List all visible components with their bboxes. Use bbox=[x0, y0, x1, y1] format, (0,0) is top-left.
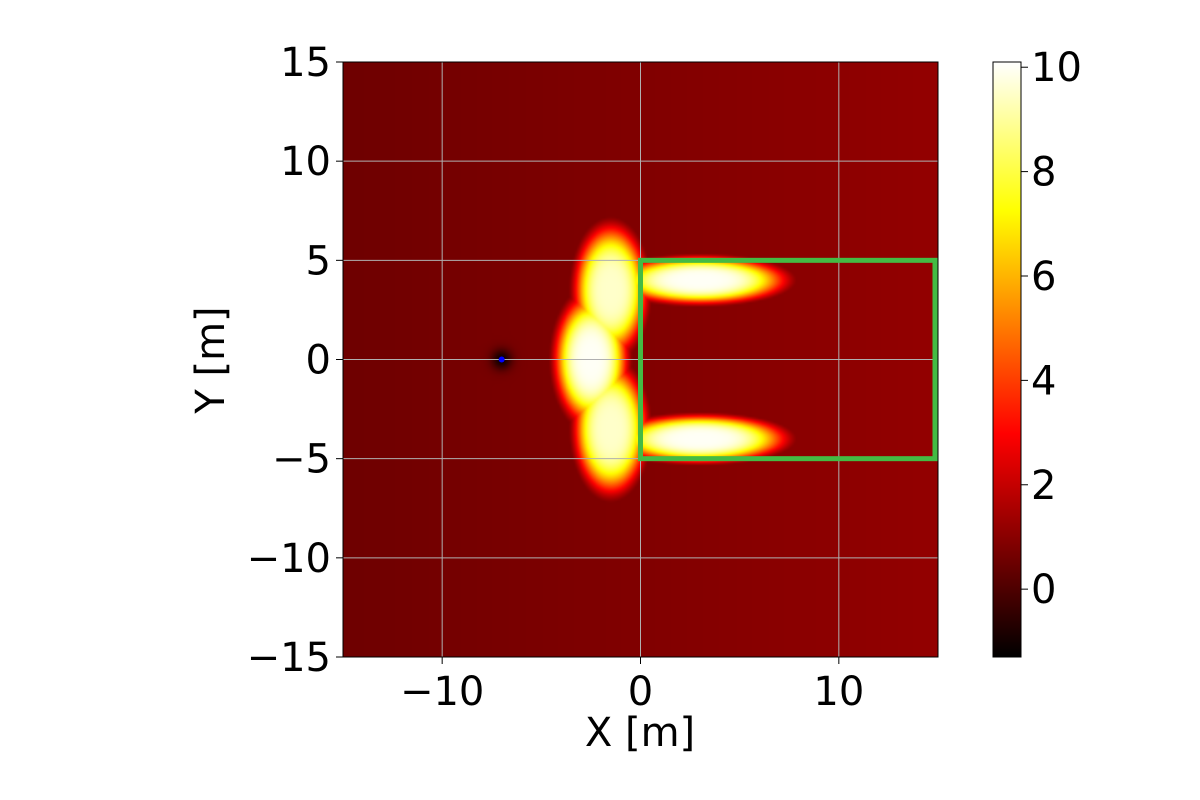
y-tick-label: 10 bbox=[280, 139, 331, 185]
x-axis-label: X [m] bbox=[585, 710, 695, 756]
y-tick-label: 15 bbox=[280, 40, 331, 86]
y-tick-label: −5 bbox=[272, 437, 331, 483]
y-tick-label: 5 bbox=[306, 238, 331, 284]
y-tick-label: −15 bbox=[247, 635, 331, 681]
region-rectangle bbox=[638, 257, 938, 462]
x-axis-ticks: −10 0 10 bbox=[400, 657, 864, 715]
x-tick-label: 10 bbox=[813, 669, 864, 715]
y-tick-label: 0 bbox=[306, 338, 331, 384]
colorbar-ticks: 0 2 4 6 8 10 bbox=[1021, 45, 1082, 613]
colorbar-tick-label: 10 bbox=[1031, 45, 1082, 91]
colorbar-gradient bbox=[992, 61, 1022, 658]
colorbar: 0 2 4 6 8 10 bbox=[992, 45, 1082, 658]
y-axis-ticks: −15 −10 −5 0 5 10 15 bbox=[247, 40, 343, 681]
colorbar-tick-label: 8 bbox=[1031, 150, 1056, 196]
colorbar-tick-label: 0 bbox=[1031, 567, 1056, 613]
colorbar-tick-label: 2 bbox=[1031, 463, 1056, 509]
y-axis-label: Y [m] bbox=[188, 306, 234, 414]
x-tick-label: −10 bbox=[400, 669, 484, 715]
y-tick-label: −10 bbox=[247, 536, 331, 582]
x-tick-label: 0 bbox=[628, 669, 653, 715]
colorbar-tick-label: 4 bbox=[1031, 358, 1056, 404]
source-marker bbox=[498, 356, 505, 363]
colorbar-tick-label: 6 bbox=[1031, 254, 1056, 300]
